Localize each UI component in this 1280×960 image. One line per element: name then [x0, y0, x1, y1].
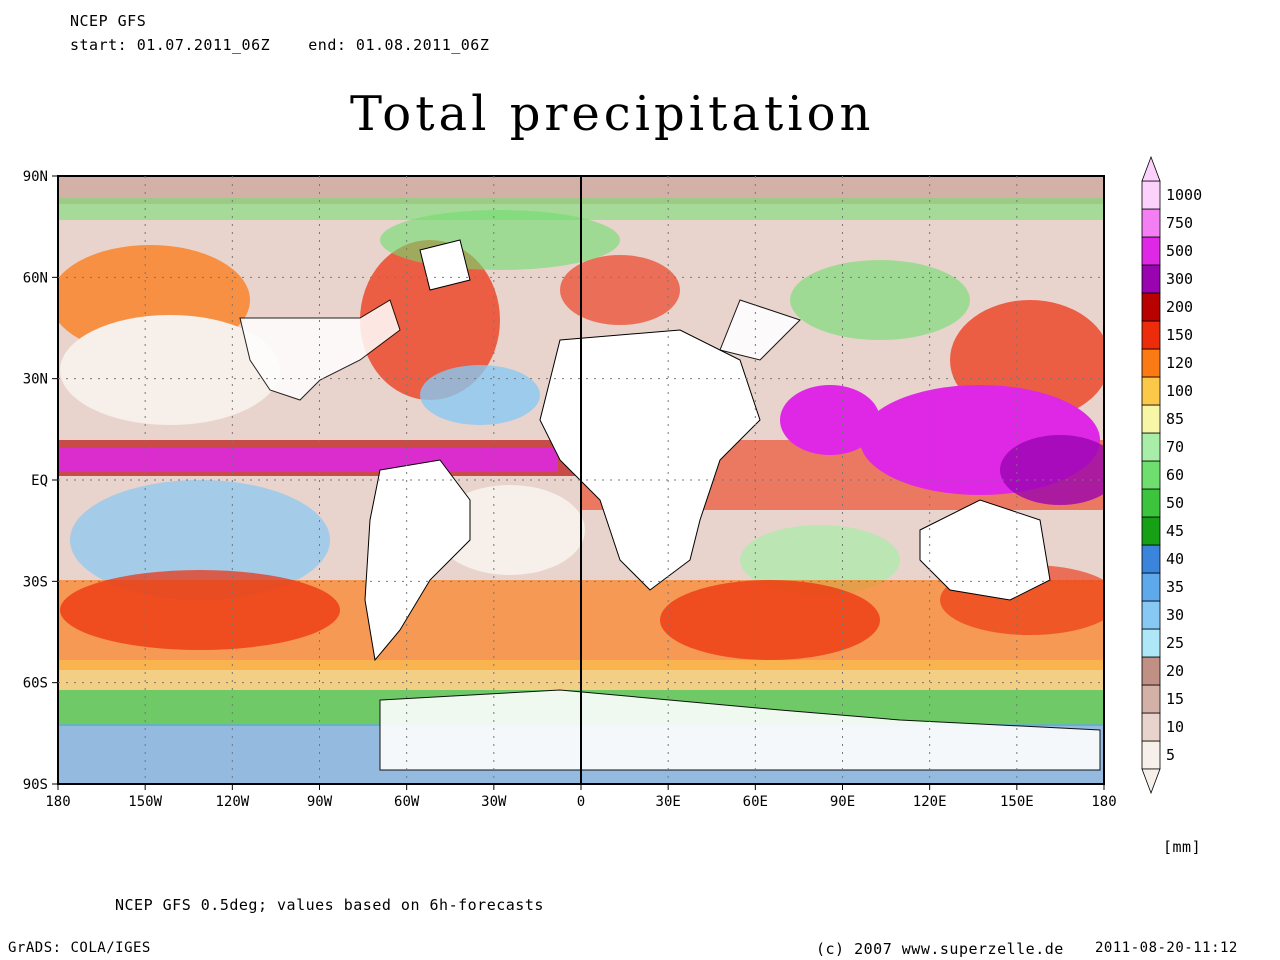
colorbar-level-label: 20: [1166, 662, 1184, 680]
colorbar-level-label: 50: [1166, 494, 1184, 512]
forecast-period: start: 01.07.2011_06Z end: 01.08.2011_06…: [70, 36, 490, 54]
colorbar-swatch: [1141, 656, 1161, 686]
lat-label: 90S: [23, 777, 48, 793]
colorbar-swatch: [1141, 264, 1161, 294]
lat-label: 30N: [23, 372, 48, 388]
lat-label: EQ: [31, 473, 48, 489]
lon-label: 150E: [1000, 794, 1034, 810]
lat-label: 90N: [23, 169, 48, 185]
colorbar-swatch: [1141, 180, 1161, 210]
colorbar-swatch: [1141, 600, 1161, 630]
colorbar-swatch: [1141, 684, 1161, 714]
colorbar-level-label: 300: [1166, 270, 1193, 288]
lon-label: 180: [45, 794, 70, 810]
colorbar-level-label: 85: [1166, 410, 1184, 428]
colorbar-swatch: [1141, 488, 1161, 518]
colorbar-level-label: 500: [1166, 242, 1193, 260]
colorbar-swatch: [1141, 292, 1161, 322]
timestamp: 2011-08-20-11:12: [1095, 940, 1238, 956]
colorbar-level-label: 40: [1166, 550, 1184, 568]
map-title: Total precipitation: [350, 86, 875, 142]
colorbar-swatch: [1141, 348, 1161, 378]
colorbar-level-label: 35: [1166, 578, 1184, 596]
colorbar-swatch: [1141, 320, 1161, 350]
source-note: NCEP GFS 0.5deg; values based on 6h-fore…: [115, 896, 544, 914]
model-name: NCEP GFS: [70, 12, 147, 30]
colorbar-level-label: 200: [1166, 298, 1193, 316]
software-credit: GrADS: COLA/IGES: [8, 940, 151, 956]
colorbar-level-label: 750: [1166, 214, 1193, 232]
colorbar-swatch: [1141, 712, 1161, 742]
colorbar-max-arrow: [1141, 155, 1161, 182]
colorbar-level-label: 45: [1166, 522, 1184, 540]
colorbar-level-label: 60: [1166, 466, 1184, 484]
colorbar-swatch: [1141, 376, 1161, 406]
colorbar-level-label: 150: [1166, 326, 1193, 344]
lat-label: 60S: [23, 676, 48, 692]
lat-label: 30S: [23, 574, 48, 590]
colorbar-swatch: [1141, 432, 1161, 462]
colorbar-swatch: [1141, 460, 1161, 490]
lon-label: 0: [577, 794, 585, 810]
lat-label: 60N: [23, 270, 48, 286]
lon-label: 180: [1091, 794, 1116, 810]
colorbar-swatch: [1141, 740, 1161, 770]
copyright: (c) 2007 www.superzelle.de: [816, 940, 1064, 958]
colorbar-level-label: 100: [1166, 382, 1193, 400]
colorbar-swatch: [1141, 628, 1161, 658]
colorbar-swatch: [1141, 236, 1161, 266]
colorbar-level-label: 30: [1166, 606, 1184, 624]
lon-label: 120E: [913, 794, 947, 810]
colorbar-level-label: 5: [1166, 746, 1175, 764]
coastlines: [239, 239, 1101, 771]
lon-label: 60W: [394, 794, 420, 810]
colorbar-level-label: 120: [1166, 354, 1193, 372]
colorbar-min-arrow: [1141, 768, 1161, 795]
colorbar-level-label: 70: [1166, 438, 1184, 456]
lon-label: 120W: [215, 794, 249, 810]
colorbar-swatch: [1141, 404, 1161, 434]
colorbar-level-label: 15: [1166, 690, 1184, 708]
colorbar-level-label: 25: [1166, 634, 1184, 652]
colorbar-level-label: 1000: [1166, 186, 1202, 204]
unit-label: [mm]: [1163, 838, 1202, 856]
lon-label: 90E: [830, 794, 855, 810]
color-bar: 5 10 15 20 25 30 35 40 45 50 60 70 85 100 120 150 200 300…: [1141, 155, 1202, 795]
colorbar-swatch: [1141, 544, 1161, 574]
colorbar-level-label: 10: [1166, 718, 1184, 736]
lon-label: 60E: [743, 794, 768, 810]
lon-label: 90W: [307, 794, 333, 810]
colorbar-swatch: [1141, 516, 1161, 546]
colorbar-swatch: [1141, 572, 1161, 602]
lon-label: 30E: [656, 794, 681, 810]
lon-label: 150W: [128, 794, 162, 810]
colorbar-swatch: [1141, 208, 1161, 238]
lon-label: 30W: [481, 794, 507, 810]
